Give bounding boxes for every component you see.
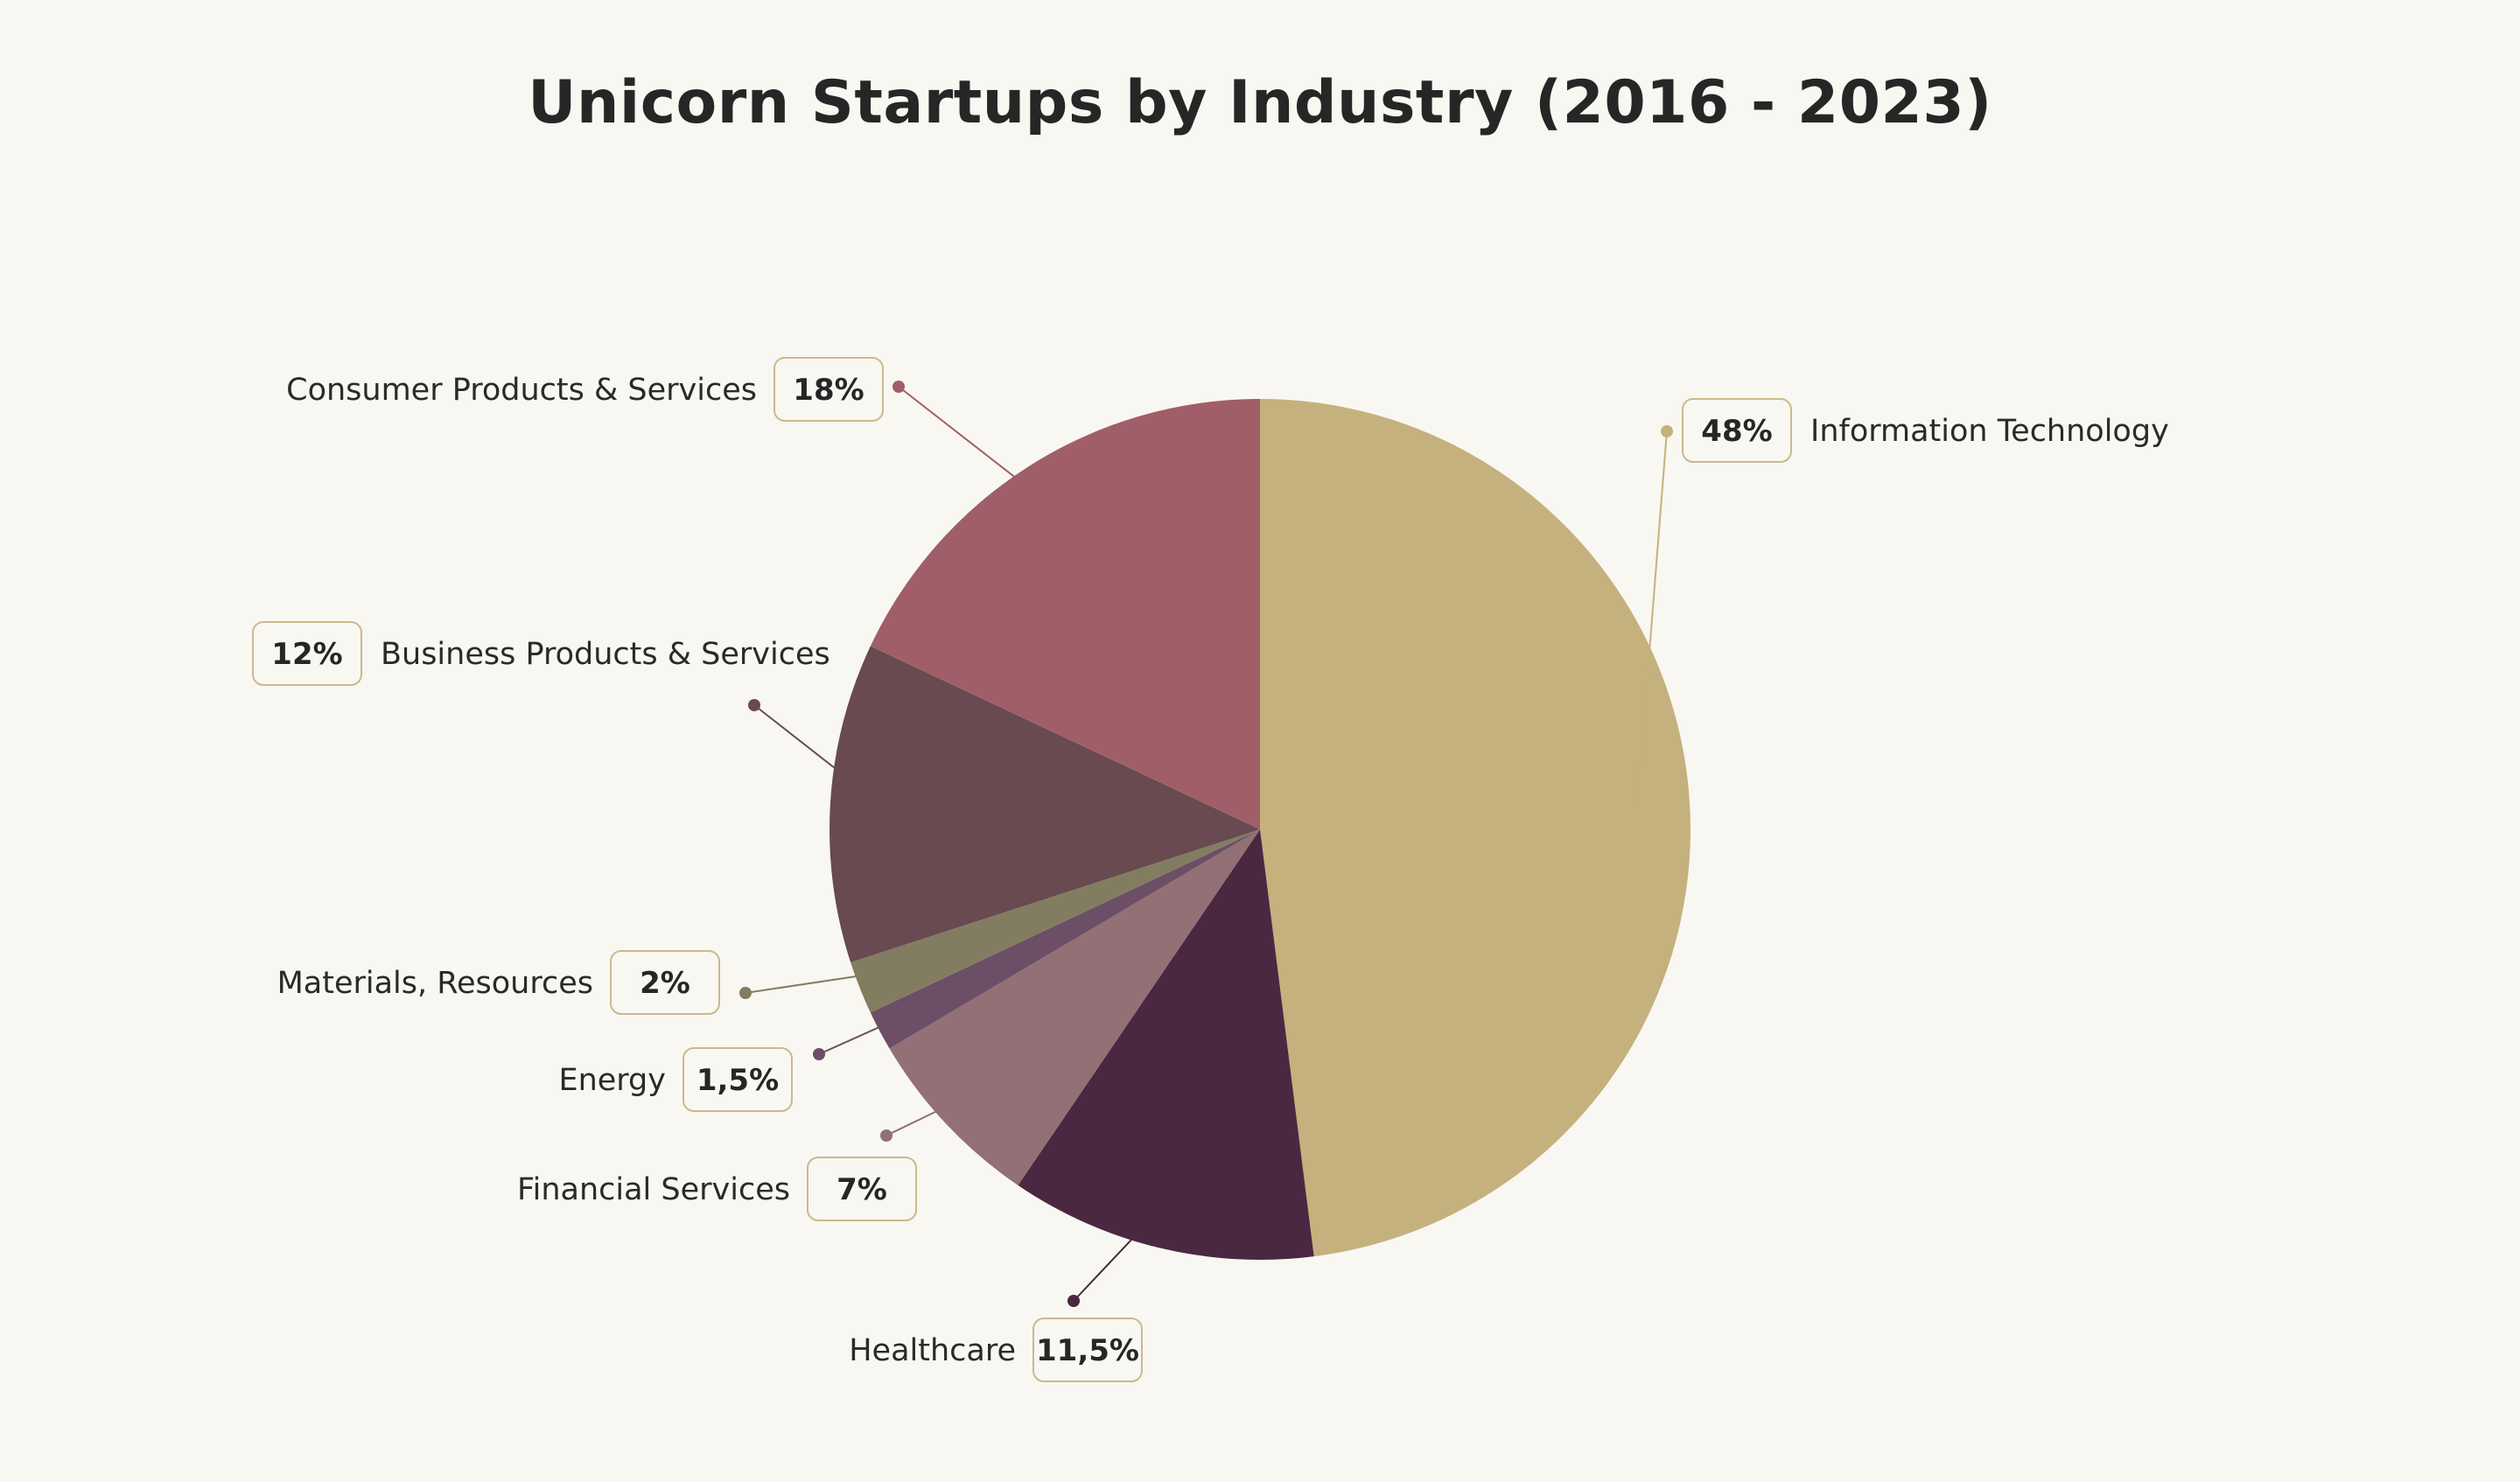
leader-line-information-technology [1636,430,1668,806]
value-label-consumer-products-services: 18% [793,373,864,408]
leader-line-energy [818,1005,927,1055]
category-label-financial-services: Financial Services [517,1172,790,1207]
pie-slice-business-products-services [830,646,1260,963]
pie-slice-energy [870,829,1260,1049]
value-badge-materials-resources [610,950,720,1015]
category-label-consumer-products-services: Consumer Products & Services [286,373,757,408]
category-label-energy: Energy [558,1063,666,1098]
category-label-business-products-services: Business Products & Services [381,637,830,672]
leader-dot-healthcare [1068,1295,1080,1307]
pie-slice-information-technology [1260,399,1690,1257]
leader-line-business-products-services [753,704,884,807]
leader-dot-information-technology [1661,425,1673,437]
value-label-healthcare: 11,5% [1036,1333,1139,1368]
chart-title: Unicorn Startups by Industry (2016 - 202… [528,68,1992,137]
leader-dot-materials-resources [739,987,752,999]
value-label-financial-services: 7% [836,1172,887,1207]
value-label-business-products-services: 12% [271,637,342,672]
value-badge-information-technology [1682,398,1792,463]
value-badge-financial-services [807,1157,917,1221]
value-label-information-technology: 48% [1701,414,1772,449]
leader-dot-business-products-services [748,699,760,711]
leader-dot-financial-services [880,1129,892,1142]
pie-slice-materials-resources [850,829,1260,1013]
value-label-materials-resources: 2% [640,966,690,1001]
value-badge-healthcare [1032,1318,1143,1382]
value-badge-business-products-services [252,621,362,686]
category-label-information-technology: Information Technology [1810,414,2169,449]
category-label-healthcare: Healthcare [849,1333,1016,1368]
pie-slice-financial-services [889,829,1260,1185]
leader-line-consumer-products-services [898,386,1059,512]
value-badge-energy [682,1047,793,1112]
category-label-materials-resources: Materials, Resources [277,966,593,1001]
leader-dot-consumer-products-services [892,381,905,393]
leader-line-materials-resources [745,968,909,994]
leader-dot-energy [813,1048,825,1060]
value-badge-consumer-products-services [774,357,884,422]
leader-line-financial-services [886,1087,985,1136]
value-label-energy: 1,5% [696,1063,779,1098]
leader-line-healthcare [1073,1196,1172,1302]
pie-slice-healthcare [1018,829,1314,1260]
pie-slice-consumer-products-services [870,399,1260,829]
